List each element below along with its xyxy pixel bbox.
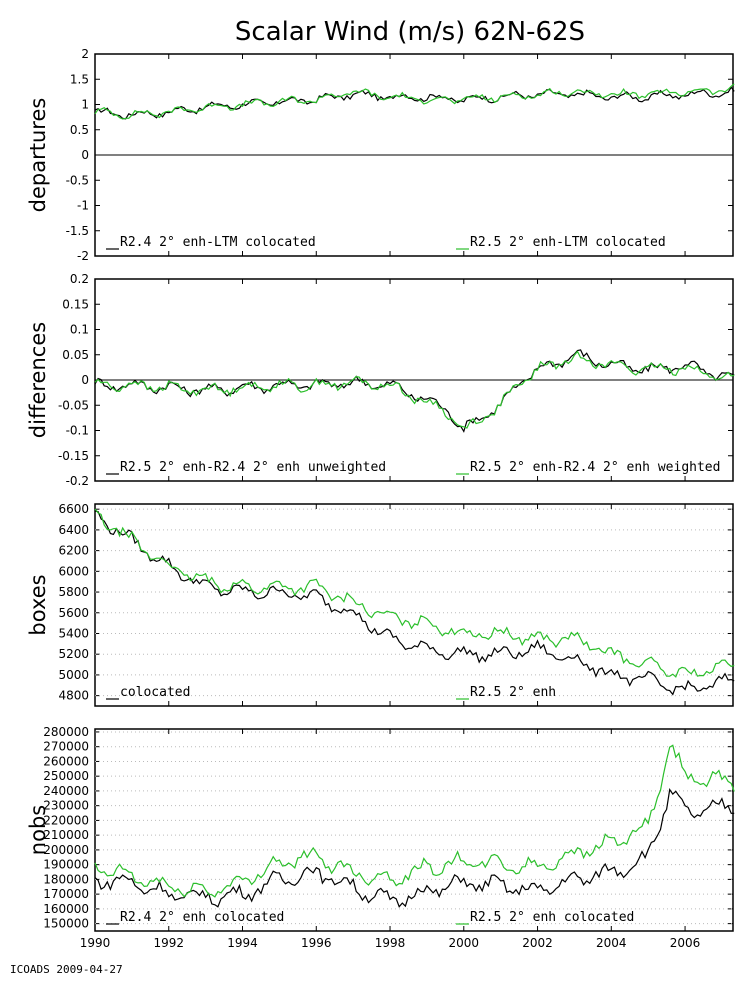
y-tick-label: 0 (81, 148, 89, 162)
series-line-black (94, 788, 735, 908)
panel-frame (94, 503, 734, 707)
y-tick-label: 5600 (58, 606, 89, 620)
y-tick-label: 1 (81, 98, 89, 112)
y-tick-label: 230000 (43, 799, 89, 813)
legend-left: colocated (120, 685, 190, 700)
x-tick-label: 1998 (375, 936, 406, 950)
y-tick-label: 0.2 (70, 272, 89, 286)
y-tick-label: 5200 (58, 647, 89, 661)
y-tick-label: -0.1 (66, 424, 89, 438)
y-tick-label: 170000 (43, 887, 89, 901)
y-tick-label: 190000 (43, 858, 89, 872)
y-axis-label: differences (26, 322, 50, 438)
footer-credit: ICOADS 2009-04-27 (10, 963, 123, 976)
y-tick-label: 2 (81, 47, 89, 61)
x-tick-label: 1990 (80, 936, 111, 950)
y-tick-label: -1.5 (66, 224, 89, 238)
x-tick-label: 1994 (227, 936, 258, 950)
y-tick-label: -0.15 (58, 449, 89, 463)
y-tick-label: -2 (77, 249, 89, 263)
legend-left: R2.4 2° enh-LTM colocated (120, 235, 316, 250)
panels: 2 1.5 1 0.5 0 -0.5 -1 -1.5 -2 departures R2.4 2° e… (26, 47, 735, 950)
y-tick-label: 0 (81, 373, 89, 387)
y-tick-label: 5400 (58, 626, 89, 640)
y-tick-label: 0.5 (70, 123, 89, 137)
panel-boxes: 6600 6400 6200 6000 5800 5600 5400 5200 5000 4800… (26, 502, 735, 707)
series-line-green (94, 350, 735, 429)
y-tick-label: 160000 (43, 902, 89, 916)
x-tick-label: 2006 (670, 936, 701, 950)
legend-left: R2.5 2° enh-R2.4 2° enh unweighted (120, 460, 386, 475)
series-line-green (94, 744, 735, 898)
y-tick-label: 0.05 (62, 348, 89, 362)
y-tick-label: 210000 (43, 828, 89, 842)
x-tick-label: 2000 (449, 936, 480, 950)
legend-left: R2.4 2° enh colocated (120, 910, 284, 925)
panel-frame (94, 728, 734, 932)
y-tick-label: 6600 (58, 502, 89, 516)
y-tick-label: 6400 (58, 523, 89, 537)
y-tick-label: -0.2 (66, 474, 89, 488)
panel-departures: 2 1.5 1 0.5 0 -0.5 -1 -1.5 -2 departures R2.4 2° e… (26, 47, 735, 263)
y-tick-label: 4800 (58, 689, 89, 703)
y-tick-label: 200000 (43, 843, 89, 857)
series-line-black (94, 86, 735, 120)
y-tick-label: 150000 (43, 917, 89, 931)
y-tick-label: 240000 (43, 784, 89, 798)
y-tick-label: 6000 (58, 564, 89, 578)
y-tick-label: 0.1 (70, 323, 89, 337)
x-tick-label: 2004 (596, 936, 627, 950)
legend-right: R2.5 2° enh-LTM colocated (470, 235, 666, 250)
y-tick-label: 260000 (43, 754, 89, 768)
y-tick-label: 220000 (43, 813, 89, 827)
series-line-green (94, 83, 735, 120)
panel-differences: 0.2 0.15 0.1 0.05 0 -0.05 -0.1 -0.15 -0.2 differe… (26, 272, 735, 488)
series-line-black (94, 349, 735, 433)
x-tick-label: 1992 (153, 936, 184, 950)
y-tick-label: 5000 (58, 668, 89, 682)
y-axis-label: departures (26, 98, 50, 213)
y-tick-label: 1.5 (70, 72, 89, 86)
y-tick-label: 250000 (43, 769, 89, 783)
series-line-green (94, 508, 735, 678)
y-tick-label: 6200 (58, 544, 89, 558)
legend-right: R2.5 2° enh colocated (470, 910, 634, 925)
x-tick-label: 2002 (522, 936, 553, 950)
series-line-black (94, 510, 735, 696)
legend-right: R2.5 2° enh-R2.4 2° enh weighted (470, 460, 720, 475)
y-tick-label: 5800 (58, 585, 89, 599)
y-axis-label: boxes (26, 574, 50, 635)
y-tick-label: 270000 (43, 740, 89, 754)
y-tick-label: -1 (77, 199, 89, 213)
legend-right: R2.5 2° enh (470, 685, 556, 700)
y-axis-label: nobs (26, 805, 50, 855)
x-tick-label: 1996 (301, 936, 332, 950)
y-tick-label: 280000 (43, 725, 89, 739)
y-tick-label: 0.15 (62, 297, 89, 311)
panel-nobs: 2800002700002600002500002400002300002200… (26, 725, 735, 950)
y-tick-label: -0.5 (66, 173, 89, 187)
chart-title: Scalar Wind (m/s) 62N-62S (235, 17, 585, 47)
y-tick-label: -0.05 (58, 398, 89, 412)
y-tick-label: 180000 (43, 872, 89, 886)
